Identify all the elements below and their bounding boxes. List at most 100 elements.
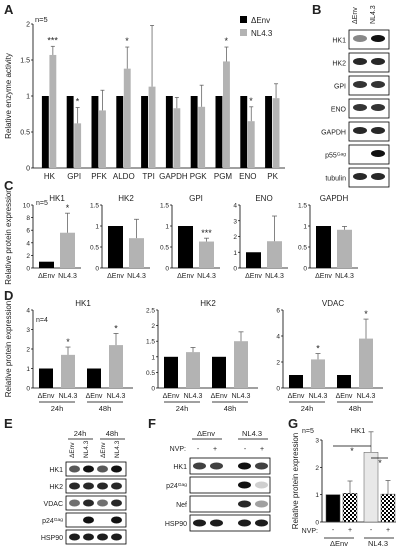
y-tick-label: 1 <box>165 224 169 231</box>
bar-denv <box>141 96 148 168</box>
blot-strip <box>348 167 390 188</box>
panel-a-n-label: n=5 <box>35 15 48 24</box>
bar-nl43 <box>129 238 144 268</box>
x-tick-label: NL4.3 <box>59 393 78 400</box>
x-tick-label: NL4.3 <box>309 393 328 400</box>
blot-band <box>69 533 80 541</box>
blot-row-label: Nef <box>176 502 187 509</box>
y-tick-label: 4 <box>276 334 280 341</box>
bar <box>380 493 396 523</box>
y-tick-label: 0 <box>165 266 169 273</box>
panel-letter-g: G <box>288 416 298 431</box>
blot-band <box>111 499 122 507</box>
y-tick-label: 1.5 <box>160 203 169 210</box>
panel-letter-b: B <box>312 2 321 17</box>
blot-f-group-label: ΔEnv <box>197 429 215 438</box>
x-tick-label: NL4.3 <box>107 393 126 400</box>
panel-c-n-label: n=5 <box>36 200 48 207</box>
x-tick-label: HK <box>44 172 56 181</box>
chart-panel-d1: 0 1 2 3 4 Relative protein expression HK1 ΔEnv N… <box>4 299 133 413</box>
y-tick-label: 2 <box>151 323 155 330</box>
x-tick-label: PGK <box>190 172 208 181</box>
bar-denv <box>316 226 331 268</box>
bar-nl43 <box>311 359 325 388</box>
bar-nl43 <box>74 123 82 168</box>
y-tick-label: 1.5 <box>298 203 307 210</box>
x-tick-label: ENO <box>239 172 256 181</box>
blot-strip <box>189 514 271 532</box>
x-tick-label: ΔEnv <box>38 273 55 280</box>
significance-star: * <box>66 337 70 347</box>
y-tick-label: 3 <box>26 327 30 334</box>
bar-denv <box>289 375 303 388</box>
bar-denv <box>165 96 173 168</box>
y-tick-label: 1.5 <box>90 203 99 210</box>
x-tick-label: ΔEnv <box>336 393 353 400</box>
blot-band <box>83 516 94 524</box>
blot-e: 24h 48h ΔEnv NL4.3 ΔEnv NL4.3 HK1 HK2 VDAC… <box>41 429 127 545</box>
legend-label-denv: ΔEnv <box>251 16 270 25</box>
bar-denv <box>190 96 198 168</box>
blot-band <box>353 58 367 65</box>
blot-band <box>111 516 122 524</box>
bar-denv <box>164 356 178 388</box>
x-tick-label: NL4.3 <box>265 273 284 280</box>
blot-band <box>255 519 268 527</box>
y-axis-label: Relative protein expression <box>291 433 300 530</box>
y-tick-label: 1 <box>233 250 237 257</box>
bar-nl43 <box>234 341 248 388</box>
x-tick-label: NL4.3 <box>184 393 203 400</box>
x-tick-label: NL4.3 <box>197 273 216 280</box>
chart-title: GAPDH <box>320 194 349 203</box>
blot-f-sign: - <box>244 446 247 453</box>
y-tick-label: 10 <box>23 203 31 210</box>
chart-title: HK2 <box>200 299 216 308</box>
panel-letter-a: A <box>4 2 14 17</box>
blot-strip <box>348 98 390 119</box>
blot-row-label: tubulin <box>325 176 346 183</box>
significance-star: * <box>66 203 70 213</box>
significance-star: *** <box>47 35 58 45</box>
blot-e-lane-label: ΔEnv <box>100 442 107 458</box>
blot-row-label: ENO <box>331 107 347 114</box>
y-tick-label: 3 <box>233 218 237 225</box>
panel-g-n-label: n=5 <box>302 428 314 435</box>
bar-nl43 <box>359 338 373 388</box>
y-tick-label: 2 <box>26 22 30 29</box>
blot-band <box>353 81 367 88</box>
significance-star: * <box>249 96 253 106</box>
x-tick-label: TPI <box>142 172 154 181</box>
blot-band <box>353 127 367 134</box>
blot-row-label: HK1 <box>49 467 63 474</box>
bar-nl43 <box>49 54 57 168</box>
y-tick-label: 4 <box>26 308 30 315</box>
blot-row-label: p55Gag <box>325 151 346 160</box>
blot-f-sign: + <box>213 446 217 453</box>
x-tick-label: PK <box>267 172 278 181</box>
blot-strip <box>189 476 271 494</box>
blot-band <box>97 499 108 507</box>
blot-band <box>83 533 94 541</box>
blot-row-label: HK1 <box>332 38 346 45</box>
nvp-sign: - <box>370 527 373 534</box>
y-tick-label: 4 <box>233 203 237 210</box>
blot-f-sign: + <box>260 446 264 453</box>
blot-b-lane-label: ΔEnv <box>352 7 359 24</box>
blot-row-label: p24Gag <box>166 482 187 491</box>
blot-row-label: HK2 <box>332 61 346 68</box>
bar-denv <box>87 368 101 388</box>
blot-strip <box>65 495 127 511</box>
chart-panel-d3: 0 2 4 6 VDAC ΔEnv NL4.3 * ΔEnv NL4.3 * 24h 48h <box>276 299 383 413</box>
chart-panel-g: 0 1 2 3 Relative protein expression - + - + * * <box>291 431 396 534</box>
bar-nl43 <box>60 232 75 268</box>
blot-e-lane-label: NL4.3 <box>83 440 90 458</box>
time-label: 24h <box>176 404 189 413</box>
y-axis-label: Relative protein expression <box>4 301 13 398</box>
bar-denv <box>91 96 99 168</box>
y-tick-label: 0 <box>315 520 319 527</box>
chart-panel-d2: 0 0.5 1 1.5 2 2.5 HK2 ΔEnv NL4.3 ΔEnv NL4.3 24h 48h <box>146 299 258 413</box>
significance-star: * <box>364 309 368 319</box>
blot-band <box>69 465 80 473</box>
bar-nl43 <box>109 345 123 388</box>
bar-nl43 <box>123 68 131 168</box>
